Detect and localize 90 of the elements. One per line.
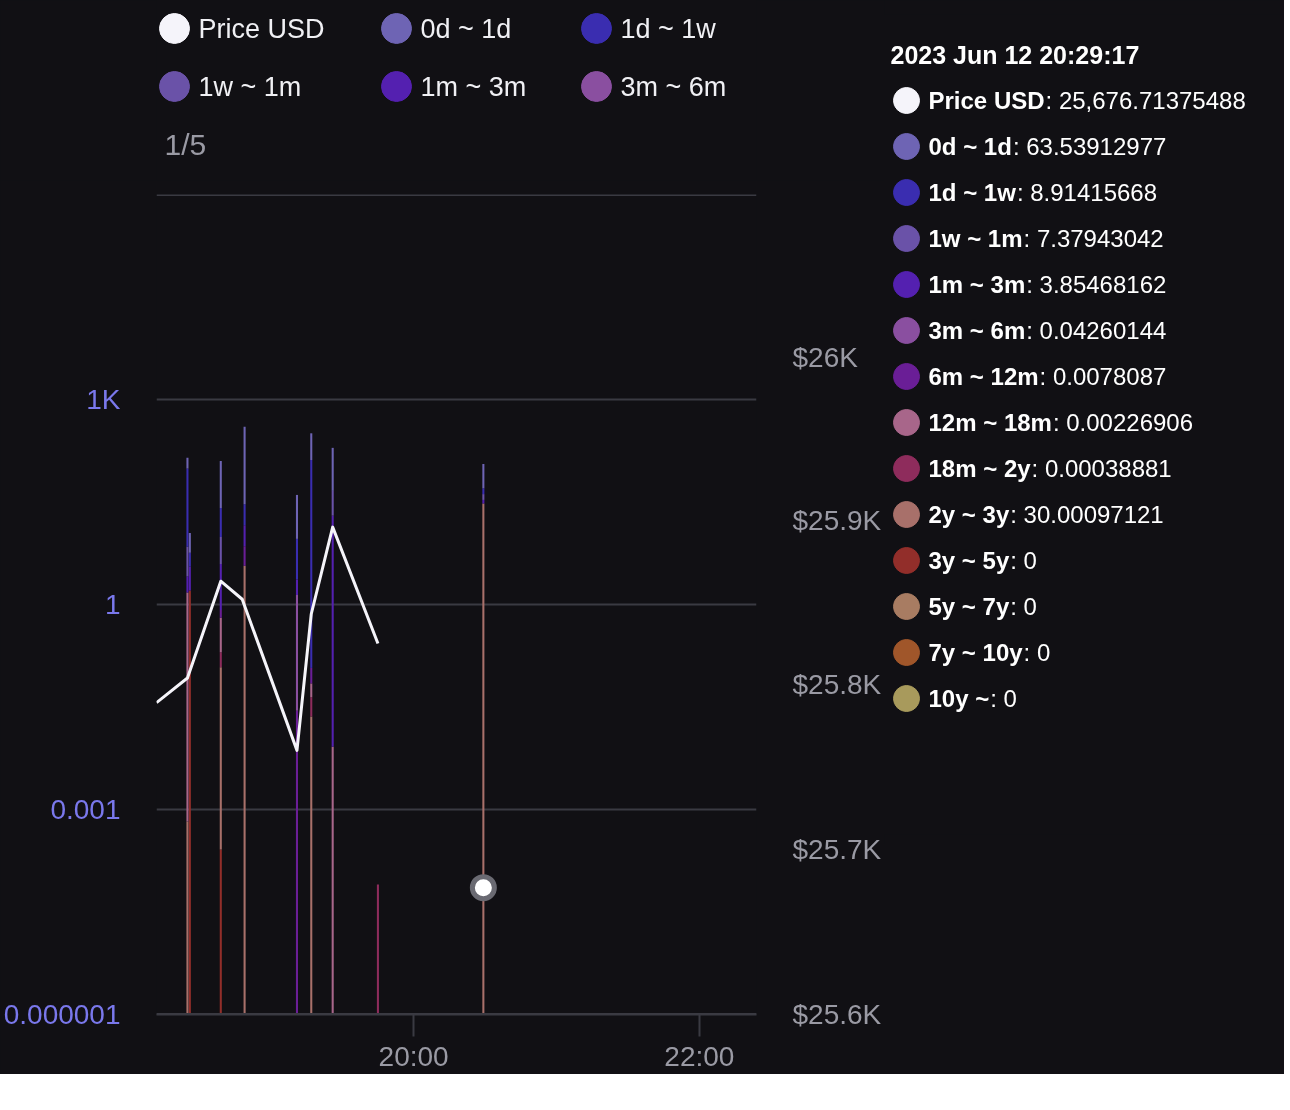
bar	[376, 884, 379, 1015]
x-tick-label: 20:00	[378, 1040, 449, 1072]
bar	[219, 508, 222, 537]
bar	[219, 617, 222, 653]
bar	[310, 667, 313, 684]
legend-label: 18m ~ 2y	[928, 455, 1032, 482]
text: 1/5	[164, 128, 207, 161]
text: : 0	[1010, 547, 1037, 574]
text: : 30.00097121	[1010, 501, 1164, 528]
text: 1d ~ 1w	[928, 179, 1016, 206]
bar	[243, 504, 246, 526]
legend-label: 0d ~ 1d	[420, 13, 512, 44]
bar	[188, 566, 191, 591]
bar	[219, 652, 222, 668]
bar	[482, 464, 485, 489]
bar	[482, 503, 485, 1015]
text: : 3.85468162	[1026, 271, 1167, 298]
bar	[482, 488, 485, 495]
bar	[310, 716, 313, 1015]
text: : 0.00038881	[1031, 455, 1172, 482]
bar	[295, 494, 299, 539]
bar	[331, 447, 334, 491]
y2-tick-label: $25.7K	[792, 833, 882, 865]
text: : 0	[1023, 639, 1051, 666]
bar	[331, 746, 334, 1015]
bar	[219, 849, 222, 1015]
text: 1w ~ 1m	[928, 225, 1023, 252]
legend-label: 1d ~ 1w	[620, 13, 717, 44]
bar	[295, 594, 299, 711]
bar	[186, 457, 189, 469]
legend-label: 12m ~ 18m	[928, 409, 1052, 436]
bar	[243, 525, 246, 547]
bar	[188, 533, 191, 553]
bar	[295, 579, 299, 595]
text: : 0	[990, 685, 1017, 712]
bar	[310, 433, 313, 461]
text: 3m ~ 6m	[928, 317, 1026, 344]
bar	[243, 426, 246, 505]
legend-label: 6m ~ 12m	[928, 363, 1039, 390]
y-tick-label: 1	[104, 589, 121, 620]
bar	[186, 592, 189, 822]
text: 0d ~ 1d	[928, 133, 1012, 160]
legend-label: 2y ~ 3y	[928, 501, 1010, 528]
y-tick-label: 1K	[86, 384, 121, 415]
text: 2023 Jun 12 20:29:17	[890, 40, 1140, 69]
bar	[482, 499, 485, 504]
bar	[186, 546, 189, 577]
text: Price USD	[928, 87, 1045, 114]
bar	[331, 490, 334, 516]
bar	[310, 683, 313, 698]
y2-tick-label: $25.8K	[792, 669, 882, 701]
line-series	[156, 525, 380, 752]
text: : 0.0078087	[1039, 363, 1167, 390]
y2-tick-label: $25.6K	[792, 999, 882, 1030]
legend-label: 10y ~	[928, 685, 990, 712]
text: : 25,676.71375488	[1045, 87, 1246, 114]
y2-tick-label: $25.9K	[792, 505, 882, 537]
bar	[219, 536, 222, 564]
bar	[243, 565, 246, 1015]
bar	[219, 667, 222, 850]
bar	[219, 461, 222, 509]
bar	[243, 546, 246, 566]
legend-label: 1m ~ 3m	[420, 71, 527, 102]
legend-label: 7y ~ 10y	[928, 639, 1024, 666]
bar	[482, 494, 485, 500]
y2-tick-label: $26K	[792, 341, 859, 373]
text: : 7.37943042	[1023, 225, 1164, 252]
legend-label: Price USD	[198, 13, 325, 44]
text: : 0.00226906	[1052, 409, 1194, 436]
legend-label: 3y ~ 5y	[928, 547, 1010, 574]
legend-label: 5y ~ 7y	[928, 593, 1010, 620]
y-tick-label: 0.001	[50, 794, 121, 825]
text: : 0	[1010, 593, 1037, 620]
legend-label: 3m ~ 6m	[620, 71, 727, 102]
text: : 8.91415668	[1016, 179, 1158, 206]
bar	[331, 515, 334, 747]
bar	[295, 710, 299, 1015]
text: 1m ~ 3m	[928, 271, 1026, 298]
y-tick-label: 0.000001	[3, 999, 121, 1030]
bar	[219, 610, 222, 618]
bar	[188, 590, 191, 1015]
x-tick-label: 22:00	[664, 1040, 735, 1072]
bar	[186, 821, 189, 1015]
bar	[295, 538, 299, 580]
bar	[310, 697, 313, 717]
bar	[188, 552, 191, 567]
text: : 0.04260144	[1026, 317, 1167, 344]
text: : 63.53912977	[1012, 133, 1167, 160]
legend-label: 1w ~ 1m	[198, 71, 302, 102]
bar	[186, 468, 189, 547]
